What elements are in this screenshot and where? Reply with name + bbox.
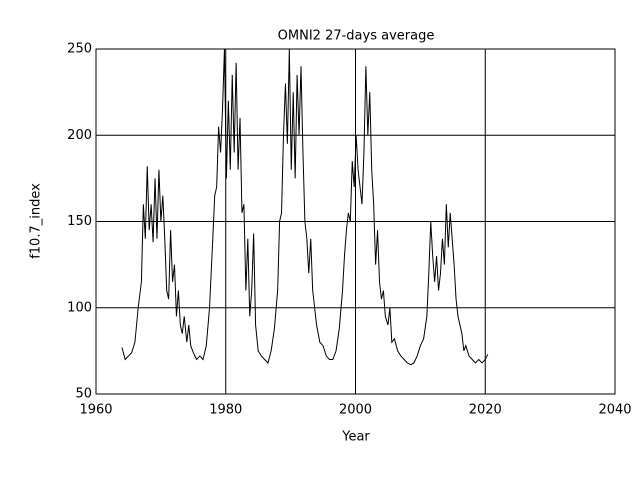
x-tick-label: 2020: [469, 403, 502, 418]
x-tick-label: 2040: [598, 403, 631, 418]
y-tick-label: 50: [75, 387, 92, 402]
y-tick-label: 100: [67, 300, 92, 315]
x-tick-label: 1980: [209, 403, 242, 418]
chart-title: OMNI2 27-days average: [278, 29, 435, 44]
plot-frame: [95, 48, 616, 395]
x-tick-label: 1960: [79, 403, 112, 418]
y-tick-label: 200: [67, 128, 92, 143]
data-line: [121, 48, 489, 366]
y-tick-label: 150: [67, 214, 92, 229]
x-axis-label: Year: [341, 430, 370, 445]
y-axis-label: f10.7_index: [29, 183, 44, 259]
y-tick-label: 250: [67, 42, 92, 57]
x-tick-label: 2000: [339, 403, 372, 418]
